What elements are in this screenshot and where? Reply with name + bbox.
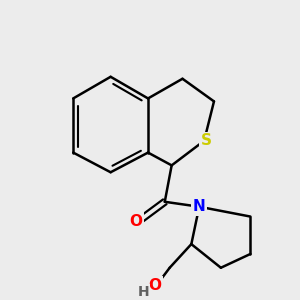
Text: O: O [148,278,161,293]
Text: O: O [130,214,143,229]
Text: N: N [193,199,206,214]
Text: S: S [201,133,212,148]
Text: H: H [137,285,149,299]
